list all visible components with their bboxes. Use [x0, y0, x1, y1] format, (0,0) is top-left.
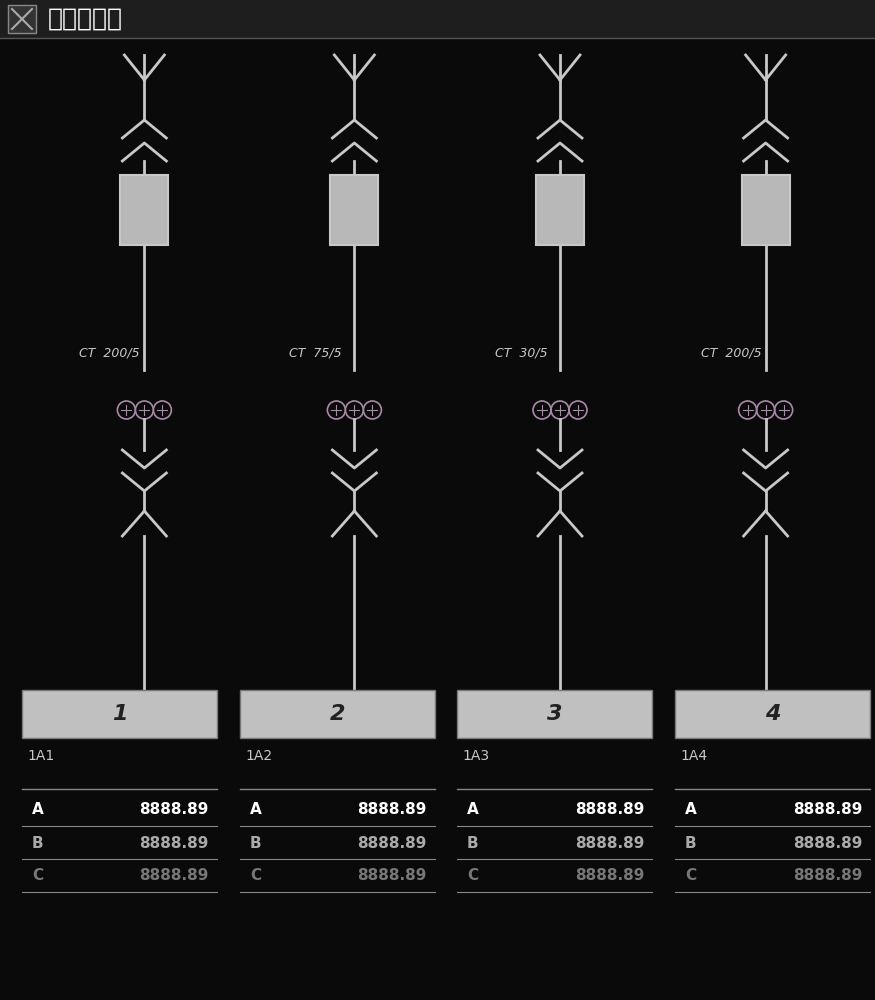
- Text: C: C: [32, 868, 43, 884]
- Bar: [742, 175, 789, 245]
- Bar: [331, 175, 378, 245]
- Text: 8888.89: 8888.89: [793, 802, 862, 818]
- Text: B: B: [32, 836, 44, 850]
- Text: 温控分布图: 温控分布图: [48, 7, 123, 31]
- Text: 8888.89: 8888.89: [358, 836, 427, 850]
- Text: CT  200/5: CT 200/5: [701, 347, 761, 360]
- Text: B: B: [467, 836, 479, 850]
- Text: 8888.89: 8888.89: [575, 802, 644, 818]
- Text: C: C: [685, 868, 696, 884]
- Text: 8888.89: 8888.89: [140, 802, 209, 818]
- Bar: [8, 5, 36, 33]
- Bar: [121, 175, 168, 245]
- Text: 1: 1: [112, 704, 127, 724]
- Text: B: B: [685, 836, 696, 850]
- Text: 8888.89: 8888.89: [793, 836, 862, 850]
- Bar: [0, 0, 875, 38]
- Text: C: C: [250, 868, 261, 884]
- Text: 8888.89: 8888.89: [358, 802, 427, 818]
- Text: A: A: [685, 802, 696, 818]
- Bar: [457, 690, 652, 738]
- Text: C: C: [467, 868, 478, 884]
- Text: B: B: [250, 836, 262, 850]
- Text: CT  75/5: CT 75/5: [290, 347, 342, 360]
- Text: 1A2: 1A2: [245, 749, 272, 763]
- Text: 3: 3: [547, 704, 563, 724]
- Text: A: A: [250, 802, 262, 818]
- Text: 8888.89: 8888.89: [358, 868, 427, 884]
- Text: 8888.89: 8888.89: [793, 868, 862, 884]
- Text: CT  30/5: CT 30/5: [495, 347, 548, 360]
- Text: 1A3: 1A3: [462, 749, 489, 763]
- Bar: [536, 175, 584, 245]
- Text: 1A1: 1A1: [27, 749, 54, 763]
- Text: 4: 4: [765, 704, 780, 724]
- Text: 8888.89: 8888.89: [140, 836, 209, 850]
- Text: CT  200/5: CT 200/5: [80, 347, 140, 360]
- Text: 2: 2: [330, 704, 346, 724]
- Text: 8888.89: 8888.89: [140, 868, 209, 884]
- Text: 1A4: 1A4: [680, 749, 707, 763]
- Bar: [675, 690, 870, 738]
- Bar: [240, 690, 435, 738]
- Text: 8888.89: 8888.89: [575, 868, 644, 884]
- Text: 8888.89: 8888.89: [575, 836, 644, 850]
- Text: A: A: [467, 802, 479, 818]
- Text: A: A: [32, 802, 44, 818]
- Bar: [22, 690, 217, 738]
